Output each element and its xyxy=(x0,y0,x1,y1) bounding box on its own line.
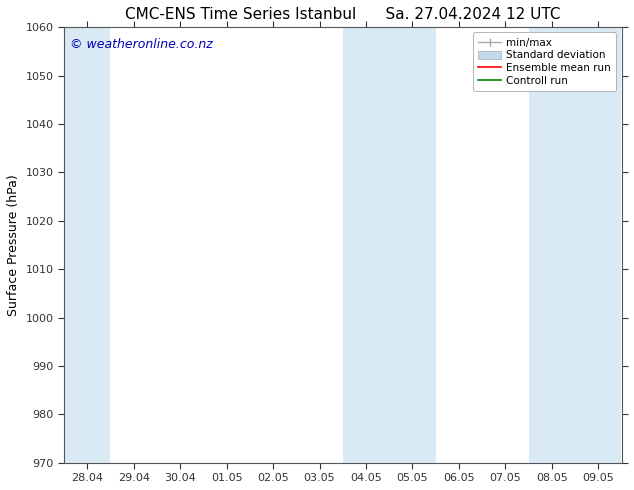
Title: CMC-ENS Time Series Istanbul      Sa. 27.04.2024 12 UTC: CMC-ENS Time Series Istanbul Sa. 27.04.2… xyxy=(125,7,560,22)
Text: © weatheronline.co.nz: © weatheronline.co.nz xyxy=(70,38,212,51)
Bar xyxy=(529,27,575,463)
Bar xyxy=(389,27,436,463)
Bar xyxy=(343,27,389,463)
Bar xyxy=(575,27,621,463)
Y-axis label: Surface Pressure (hPa): Surface Pressure (hPa) xyxy=(7,174,20,316)
Bar xyxy=(64,27,110,463)
Legend: min/max, Standard deviation, Ensemble mean run, Controll run: min/max, Standard deviation, Ensemble me… xyxy=(473,32,616,91)
